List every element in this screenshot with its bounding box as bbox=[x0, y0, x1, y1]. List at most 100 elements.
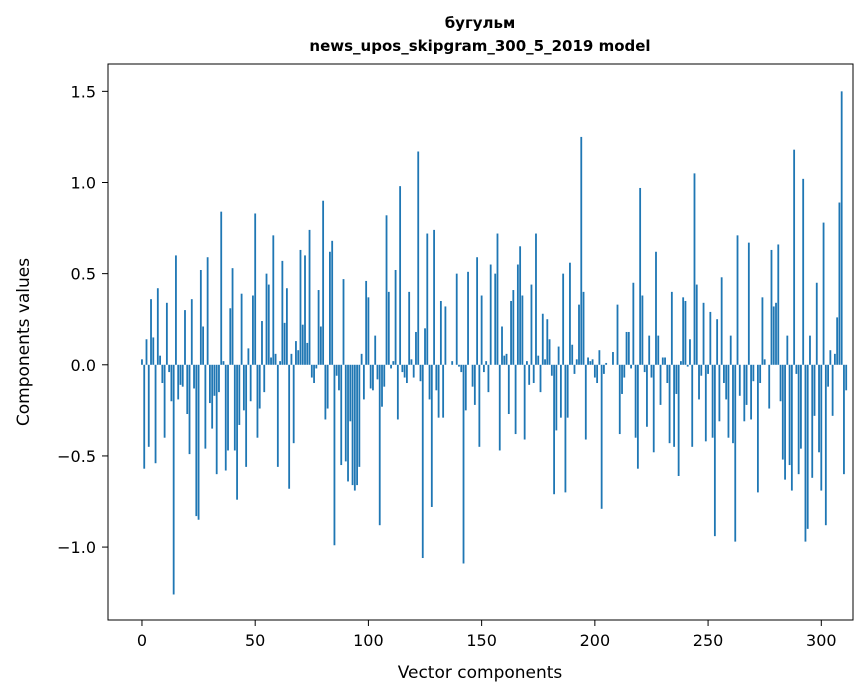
bar bbox=[267, 284, 270, 365]
bar bbox=[485, 361, 488, 365]
bar bbox=[419, 364, 422, 382]
bar bbox=[781, 364, 784, 460]
bar bbox=[175, 255, 177, 365]
bar bbox=[505, 353, 508, 365]
bar bbox=[770, 249, 773, 365]
bar bbox=[618, 364, 621, 435]
bar bbox=[761, 297, 764, 365]
bar bbox=[596, 364, 599, 384]
bar bbox=[356, 364, 358, 486]
bar bbox=[793, 149, 796, 365]
bar bbox=[458, 364, 460, 367]
bar bbox=[272, 235, 275, 365]
bar bbox=[822, 222, 825, 365]
bar bbox=[193, 364, 195, 389]
bar bbox=[650, 364, 653, 378]
bar bbox=[376, 364, 379, 380]
bar bbox=[750, 364, 753, 420]
bar bbox=[702, 302, 705, 365]
bar bbox=[349, 364, 352, 422]
bar bbox=[369, 364, 372, 389]
bar bbox=[297, 350, 300, 365]
ticks-layer: 0 50 100 150 200 250 300 −1.0 −0.5 0.0 0.5 1.0 1.5 bbox=[57, 82, 836, 650]
y-axis-label: Components values bbox=[14, 258, 34, 426]
bar bbox=[616, 304, 619, 365]
bar bbox=[555, 364, 558, 431]
bar bbox=[215, 364, 218, 475]
bar bbox=[197, 364, 200, 520]
bar bbox=[779, 364, 782, 402]
bar bbox=[621, 364, 623, 394]
bar bbox=[279, 361, 282, 365]
bar bbox=[736, 235, 739, 365]
bar bbox=[784, 364, 786, 480]
bar bbox=[329, 251, 331, 365]
bar bbox=[605, 362, 608, 365]
bar bbox=[589, 361, 592, 365]
bar bbox=[845, 364, 848, 391]
bar bbox=[718, 364, 721, 422]
bar bbox=[836, 317, 839, 365]
bar bbox=[675, 364, 678, 394]
bar bbox=[682, 297, 685, 365]
bar bbox=[580, 136, 583, 365]
bar bbox=[648, 335, 651, 365]
bar bbox=[591, 359, 594, 365]
bar bbox=[790, 364, 793, 491]
bar bbox=[147, 364, 150, 447]
bar bbox=[319, 326, 322, 365]
bar bbox=[437, 364, 440, 418]
bar bbox=[224, 364, 227, 471]
bar bbox=[265, 273, 268, 365]
bar bbox=[759, 364, 762, 384]
bar bbox=[276, 364, 279, 467]
bar bbox=[367, 297, 370, 365]
bar bbox=[564, 364, 567, 493]
x-tick-label: 100 bbox=[353, 631, 384, 650]
bar bbox=[351, 364, 354, 486]
bar bbox=[204, 364, 207, 449]
bar bbox=[383, 364, 386, 387]
bar bbox=[530, 284, 533, 365]
bar bbox=[664, 357, 666, 365]
bar bbox=[800, 364, 802, 449]
bar bbox=[288, 364, 291, 489]
bar bbox=[211, 364, 214, 429]
bar bbox=[270, 357, 272, 365]
bar bbox=[195, 364, 198, 517]
bar bbox=[401, 364, 404, 373]
bar bbox=[575, 359, 578, 365]
bar bbox=[256, 364, 259, 438]
y-tick-label: 1.5 bbox=[71, 82, 96, 101]
bar bbox=[537, 355, 540, 365]
bar bbox=[245, 364, 248, 467]
bar bbox=[795, 364, 798, 374]
bar bbox=[444, 306, 447, 365]
bar bbox=[720, 277, 723, 365]
x-tick-label: 150 bbox=[466, 631, 497, 650]
bar bbox=[202, 326, 205, 365]
bar bbox=[734, 364, 737, 542]
bar bbox=[186, 364, 189, 415]
bar bbox=[532, 364, 535, 384]
bar bbox=[435, 364, 438, 391]
bar bbox=[578, 304, 580, 365]
bar bbox=[523, 364, 526, 440]
bar bbox=[315, 364, 318, 369]
bar bbox=[310, 364, 313, 378]
bar bbox=[546, 319, 549, 365]
bar bbox=[333, 364, 336, 546]
bar bbox=[480, 295, 483, 365]
x-tick-label: 50 bbox=[245, 631, 265, 650]
bar bbox=[824, 364, 827, 526]
bar bbox=[541, 313, 544, 365]
bar bbox=[396, 364, 399, 420]
bar bbox=[451, 361, 454, 365]
bars-layer bbox=[141, 91, 848, 595]
bar bbox=[439, 300, 442, 365]
bar bbox=[152, 337, 155, 365]
bar bbox=[562, 273, 565, 365]
bar bbox=[208, 364, 211, 404]
chart-subtitle: news_upos_skipgram_300_5_2019 model bbox=[309, 37, 650, 55]
